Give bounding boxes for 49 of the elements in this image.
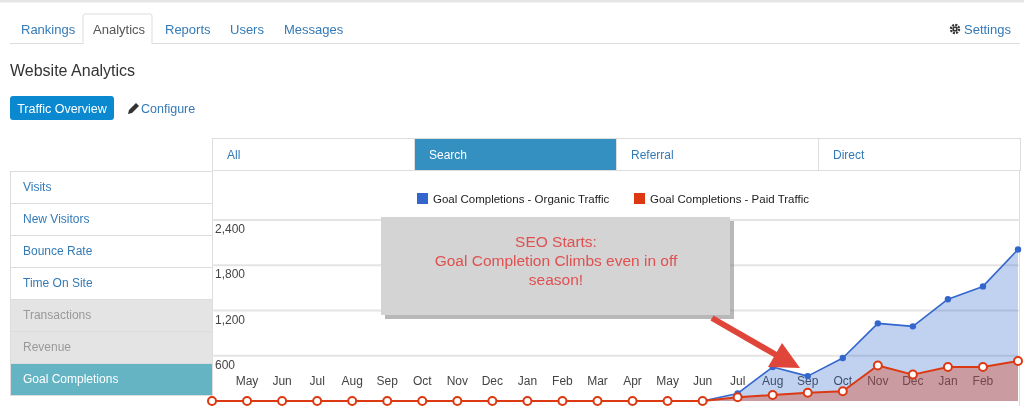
text: Analytics [93, 22, 146, 37]
text: Users [230, 22, 265, 37]
x-tick-label: Mar [587, 374, 608, 388]
x-tick-label: Feb [552, 374, 574, 388]
x-tick-label: Jul [729, 374, 746, 388]
x-tick-label: Aug [762, 374, 784, 388]
x-tick-label: May [656, 374, 679, 388]
x-tick-label: Dec [902, 374, 924, 388]
text: Revenue [23, 340, 72, 354]
text: Time On Site [23, 276, 93, 290]
x-tick-label: Oct [412, 374, 433, 388]
text: Direct [833, 148, 865, 162]
x-tick-label: Nov [867, 374, 889, 388]
x-tick-label: Jul [309, 374, 325, 388]
x-tick-label: Apr [623, 374, 642, 388]
x-tick-label: Sep [376, 374, 399, 388]
x-tick-label: Jun [272, 374, 292, 388]
y-tick-label: 2,400 [215, 222, 246, 237]
text: Traffic Overview [17, 102, 108, 116]
text: Visits [23, 180, 52, 194]
text: New Visitors [23, 212, 90, 226]
legend-label: Goal Completions - Organic Traffic [433, 193, 610, 205]
text: Search [429, 148, 468, 162]
text: Settings [964, 22, 1012, 37]
x-tick-label: Dec [481, 374, 504, 388]
x-tick-label: Sep [797, 374, 819, 388]
y-tick-label: 600 [215, 357, 236, 372]
x-tick-label: Jun [692, 374, 713, 388]
x-tick-label: Aug [341, 374, 363, 388]
x-tick-label: May [235, 374, 259, 388]
text: Reports [165, 22, 212, 37]
text: Website Analytics [10, 62, 136, 79]
text: Configure [141, 102, 196, 116]
text: Bounce Rate [23, 244, 93, 258]
x-tick-label: Jan [938, 374, 958, 388]
x-tick-label: Jan [517, 374, 538, 388]
x-tick-label: Nov [446, 374, 468, 388]
annotation: SEO Starts: Goal Completion Climbs even in off season! [434, 233, 679, 288]
text: Goal Completions [23, 372, 119, 386]
text: All [227, 148, 241, 162]
text: Referral [631, 148, 674, 162]
x-tick-label: Feb [972, 374, 994, 388]
legend-label: Goal Completions - Paid Traffic [650, 193, 810, 205]
text: Messages [284, 22, 344, 37]
x-tick-label: Oct [833, 374, 853, 388]
y-tick-label: 1,200 [215, 312, 246, 327]
y-tick-label: 1,800 [215, 267, 246, 282]
text: Rankings [21, 22, 76, 37]
text: Transactions [23, 308, 92, 322]
